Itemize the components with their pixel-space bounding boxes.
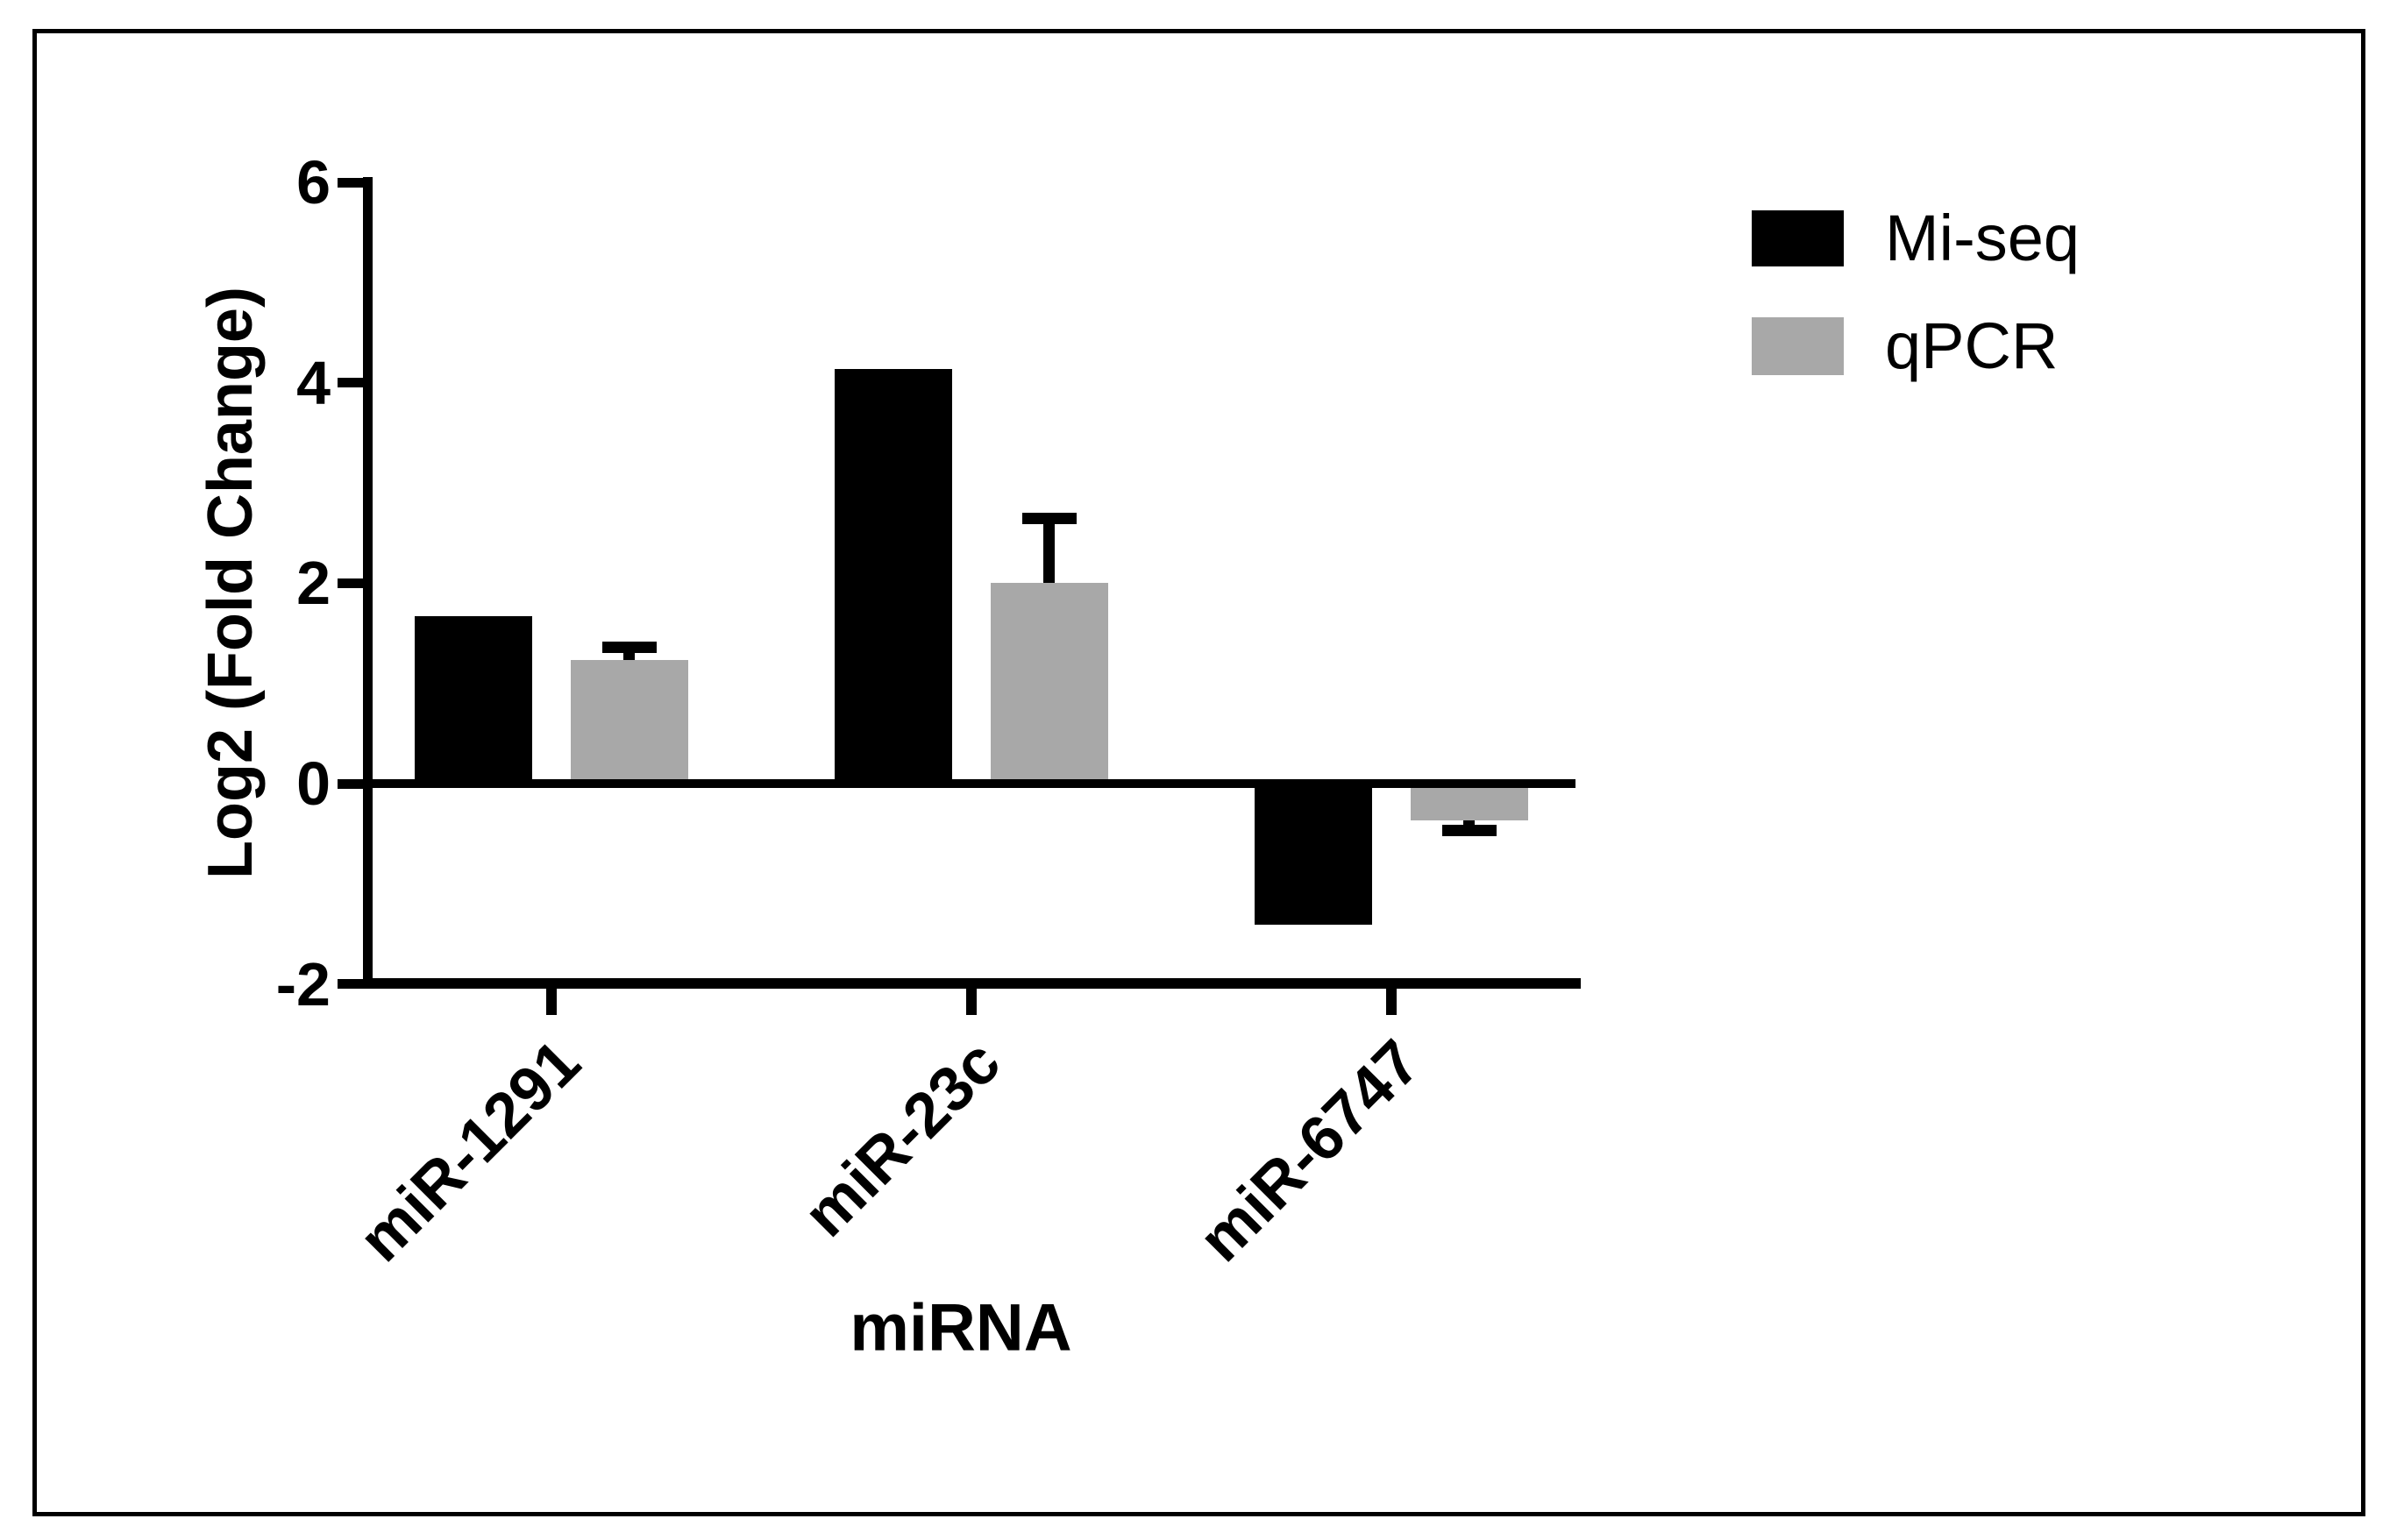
error-bar-cap-miR-6747 <box>1441 825 1497 837</box>
x-tick-miR-1291 <box>545 989 557 1015</box>
legend-swatch-miseq <box>1752 210 1844 266</box>
y-tick-label-4: 4 <box>296 348 331 417</box>
y-axis-title: Log2 (Fold Change) <box>196 287 266 879</box>
bar-miseq-miR-1291 <box>414 616 532 784</box>
error-bar-cap-miR-23c <box>1021 512 1077 524</box>
y-tick-label--2: -2 <box>275 949 331 1018</box>
y-tick-label-0: 0 <box>296 749 331 818</box>
y-tick--2 <box>338 979 363 990</box>
y-tick-label-2: 2 <box>296 549 331 618</box>
legend-swatch-qpcr <box>1752 317 1844 375</box>
zero-baseline <box>363 779 1575 788</box>
legend-label-qpcr: qPCR <box>1885 309 2059 382</box>
bar-qpcr-miR-1291 <box>570 660 688 784</box>
y-tick-2 <box>338 578 363 588</box>
bar-qpcr-miR-23c <box>990 583 1108 784</box>
x-axis-title: miRNA <box>850 1290 1072 1366</box>
x-tick-miR-23c <box>965 989 977 1015</box>
y-axis-line <box>363 177 373 989</box>
y-tick-0 <box>338 778 363 789</box>
bar-miseq-miR-23c <box>834 368 952 784</box>
error-bar-stem-miR-23c <box>1043 518 1055 584</box>
y-tick-6 <box>338 177 363 188</box>
bar-miseq-miR-6747 <box>1254 784 1372 926</box>
error-bar-cap-miR-1291 <box>601 642 657 654</box>
x-axis-line <box>363 978 1581 989</box>
bar-qpcr-miR-6747 <box>1410 784 1528 821</box>
y-tick-4 <box>338 378 363 388</box>
x-tick-miR-6747 <box>1385 989 1397 1015</box>
y-tick-label-6: 6 <box>296 148 331 217</box>
legend-label-miseq: Mi-seq <box>1885 202 2080 274</box>
